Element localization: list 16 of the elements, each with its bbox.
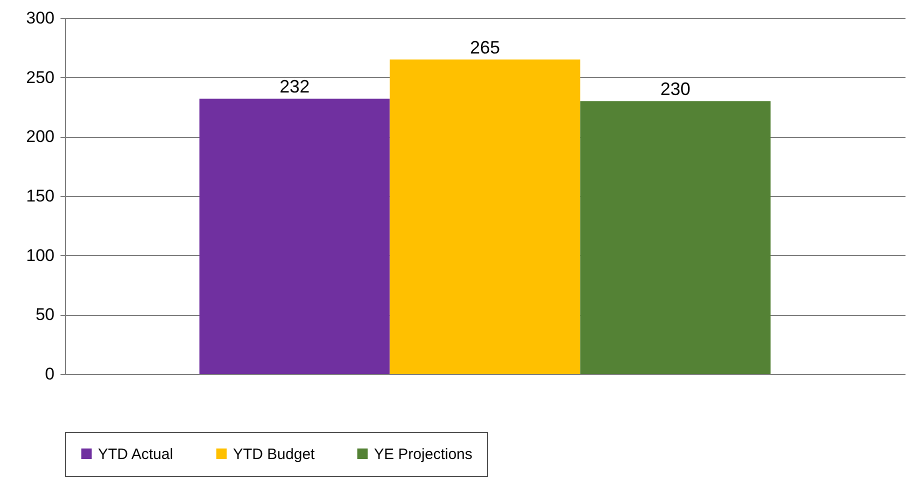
- legend-label: YTD Actual: [98, 446, 174, 463]
- data-label: 232: [280, 76, 310, 97]
- y-tick-label: 300: [26, 8, 54, 28]
- data-label: 265: [470, 38, 500, 58]
- data-label: 230: [660, 79, 690, 100]
- bar: [580, 101, 771, 374]
- y-tick-label: 200: [26, 127, 54, 146]
- y-tick-label: 250: [26, 68, 54, 87]
- bar: [390, 60, 580, 374]
- bar: [199, 98, 390, 374]
- y-tick-label: 50: [36, 305, 54, 324]
- y-tick-label: 150: [26, 186, 54, 206]
- y-tick-label: 0: [45, 364, 54, 384]
- legend-label: YTD Budget: [233, 446, 316, 463]
- y-tick-label: 100: [26, 246, 54, 265]
- legend-label: YE Projections: [374, 446, 472, 463]
